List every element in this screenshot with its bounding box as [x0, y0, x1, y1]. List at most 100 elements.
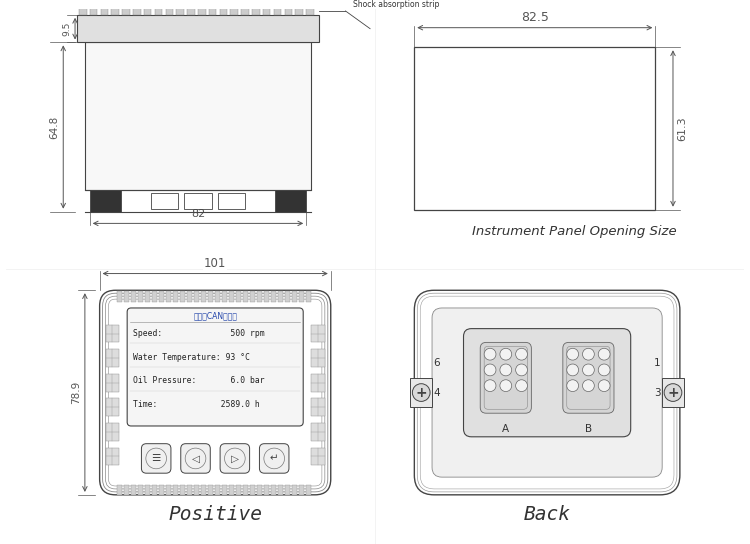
- FancyBboxPatch shape: [128, 308, 303, 426]
- Bar: [106, 374, 119, 392]
- Bar: [264, 485, 269, 495]
- Bar: [154, 7, 162, 15]
- Text: 101: 101: [204, 257, 226, 270]
- Bar: [138, 485, 143, 495]
- Circle shape: [500, 348, 512, 360]
- Bar: [173, 485, 178, 495]
- Circle shape: [664, 384, 682, 401]
- Bar: [117, 485, 122, 495]
- Bar: [100, 7, 108, 15]
- Bar: [236, 291, 241, 302]
- Bar: [222, 485, 227, 495]
- FancyBboxPatch shape: [432, 308, 662, 477]
- Bar: [106, 448, 119, 465]
- Text: Speed:              500 rpm: Speed: 500 rpm: [133, 329, 265, 338]
- Bar: [311, 448, 325, 465]
- Bar: [230, 291, 234, 302]
- Bar: [242, 7, 249, 15]
- Text: 64.8: 64.8: [50, 115, 59, 139]
- Bar: [311, 398, 325, 416]
- Bar: [230, 7, 238, 15]
- Circle shape: [567, 348, 578, 360]
- FancyBboxPatch shape: [220, 444, 250, 473]
- Bar: [285, 291, 290, 302]
- Bar: [284, 7, 292, 15]
- Circle shape: [567, 380, 578, 392]
- Circle shape: [567, 364, 578, 376]
- Text: Instrument Panel Opening Size: Instrument Panel Opening Size: [472, 225, 676, 238]
- FancyBboxPatch shape: [260, 444, 289, 473]
- Bar: [124, 485, 129, 495]
- Bar: [311, 349, 325, 367]
- Bar: [251, 485, 255, 495]
- Bar: [176, 7, 184, 15]
- Bar: [106, 349, 119, 367]
- Bar: [173, 291, 178, 302]
- Bar: [90, 190, 122, 212]
- Circle shape: [516, 364, 527, 376]
- Bar: [215, 485, 220, 495]
- Bar: [146, 485, 150, 495]
- FancyBboxPatch shape: [562, 342, 614, 413]
- Circle shape: [598, 380, 610, 392]
- Bar: [188, 485, 192, 495]
- Bar: [299, 291, 304, 302]
- Text: B: B: [585, 424, 592, 434]
- FancyBboxPatch shape: [181, 444, 210, 473]
- Bar: [188, 291, 192, 302]
- Bar: [209, 7, 216, 15]
- Circle shape: [583, 348, 594, 360]
- Bar: [306, 291, 311, 302]
- Bar: [159, 291, 164, 302]
- Bar: [188, 7, 195, 15]
- Text: ◁: ◁: [191, 454, 200, 463]
- FancyBboxPatch shape: [464, 329, 631, 437]
- Text: Positive: Positive: [168, 505, 262, 524]
- Circle shape: [484, 380, 496, 392]
- Text: A: A: [503, 424, 509, 434]
- Bar: [159, 485, 164, 495]
- Bar: [79, 7, 86, 15]
- Bar: [106, 423, 119, 441]
- Text: 82: 82: [190, 209, 205, 219]
- Bar: [257, 485, 262, 495]
- Bar: [166, 485, 171, 495]
- Bar: [194, 485, 200, 495]
- Bar: [311, 423, 325, 441]
- Bar: [209, 485, 213, 495]
- Text: Time:             2589.0 h: Time: 2589.0 h: [133, 400, 260, 409]
- Bar: [138, 291, 143, 302]
- Bar: [306, 7, 314, 15]
- Circle shape: [583, 364, 594, 376]
- Bar: [414, 47, 656, 209]
- Text: Back: Back: [524, 505, 571, 524]
- Bar: [198, 7, 206, 15]
- Bar: [230, 485, 234, 495]
- Text: 9.5: 9.5: [62, 21, 71, 36]
- Text: 3: 3: [654, 387, 661, 398]
- Bar: [209, 291, 213, 302]
- Bar: [112, 7, 119, 15]
- Bar: [278, 291, 283, 302]
- FancyBboxPatch shape: [480, 342, 531, 413]
- Bar: [271, 485, 276, 495]
- Circle shape: [598, 364, 610, 376]
- Bar: [285, 485, 290, 495]
- Bar: [252, 7, 260, 15]
- Bar: [131, 291, 136, 302]
- Bar: [133, 7, 141, 15]
- Bar: [278, 485, 283, 495]
- Bar: [151, 193, 178, 209]
- Text: ▷: ▷: [231, 454, 238, 463]
- Circle shape: [413, 384, 430, 401]
- Bar: [77, 15, 319, 42]
- Text: ☰: ☰: [152, 454, 160, 463]
- Bar: [299, 485, 304, 495]
- Bar: [217, 193, 245, 209]
- Bar: [146, 291, 150, 302]
- Bar: [222, 291, 227, 302]
- Bar: [215, 291, 220, 302]
- Bar: [124, 291, 129, 302]
- Bar: [220, 7, 227, 15]
- Bar: [236, 485, 241, 495]
